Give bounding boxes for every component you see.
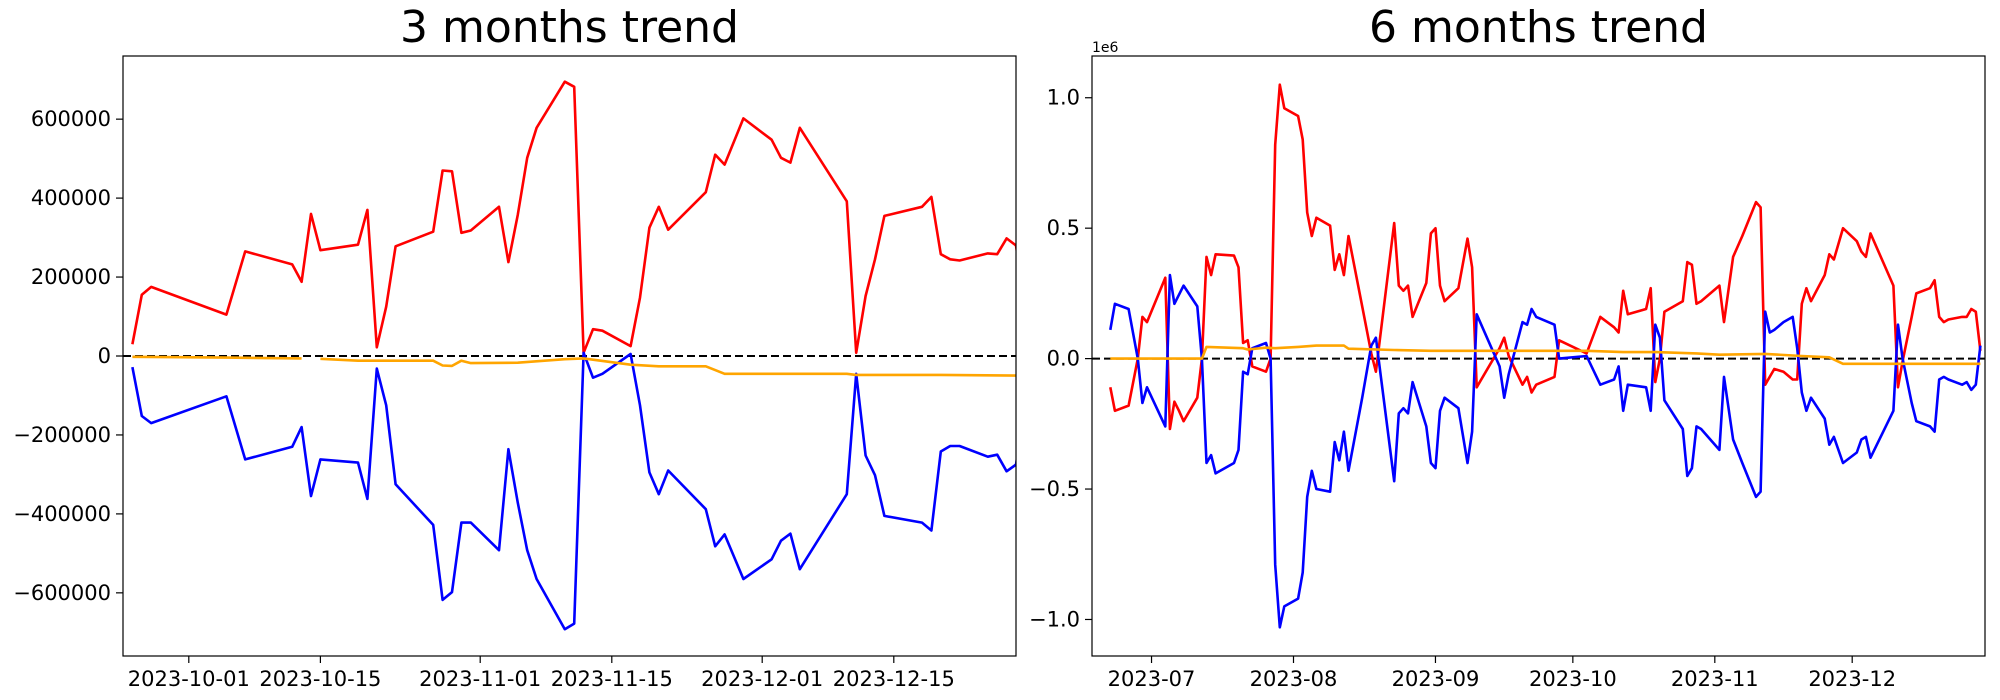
chart-1-y-tick-label: −600000 bbox=[13, 581, 111, 605]
chart-2-x-tick-label: 2023-09 bbox=[1392, 667, 1480, 691]
chart-2-axes-frame bbox=[1091, 55, 1986, 657]
chart-1-x-tick-label: 2023-12-01 bbox=[701, 667, 823, 691]
chart-2-y-offset-label: 1e6 bbox=[1092, 40, 1119, 56]
chart-1: 3 months trend 2023-10-01 2023-10-15 2023-1… bbox=[13, 2, 1017, 691]
chart-2-x-tick-label: 2023-11 bbox=[1671, 667, 1759, 691]
chart-1-series-net bbox=[132, 355, 1016, 377]
chart-2-y-tick-label: 0.0 bbox=[1047, 347, 1080, 371]
chart-2-x-tick-label: 2023-08 bbox=[1250, 667, 1338, 691]
chart-2-y-tick-label: 1.0 bbox=[1047, 86, 1080, 110]
chart-1-x-tick-label: 2023-11-01 bbox=[419, 667, 541, 691]
chart-1-y-tick-label: −200000 bbox=[13, 423, 111, 447]
chart-2-y-tick-label: −1.0 bbox=[1029, 607, 1080, 631]
chart-1-plot-area bbox=[123, 80, 1016, 631]
chart-2-series-negative bbox=[1109, 273, 1982, 629]
chart-2-title: 6 months trend bbox=[1369, 2, 1708, 53]
chart-1-x-tick-label: 2023-10-01 bbox=[128, 667, 250, 691]
chart-1-y-tick-label: 400000 bbox=[31, 186, 111, 210]
chart-1-x-tick-label: 2023-11-15 bbox=[551, 667, 673, 691]
chart-1-x-tick-label: 2023-10-15 bbox=[259, 667, 381, 691]
chart-1-x-tick-label: 2023-12-15 bbox=[833, 667, 955, 691]
chart-1-y-tick-label: 0 bbox=[98, 344, 111, 368]
chart-1-y-tick-label: 600000 bbox=[31, 107, 111, 131]
chart-1-y-tick-label: −400000 bbox=[13, 502, 111, 526]
chart-2-plot-area bbox=[1092, 83, 1985, 629]
chart-2-x-tick-label: 2023-07 bbox=[1108, 667, 1196, 691]
chart-2-series-net bbox=[1110, 344, 1981, 366]
chart-1-title: 3 months trend bbox=[400, 2, 739, 53]
chart-2-series-positive bbox=[1109, 83, 1982, 431]
chart-1-series-negative bbox=[131, 351, 1016, 631]
chart-1-y-tick-label: 200000 bbox=[31, 265, 111, 289]
chart-2-y-tick-label: −0.5 bbox=[1029, 477, 1080, 501]
chart-2-y-tick-label: 0.5 bbox=[1047, 216, 1080, 240]
chart-2-x-tick-label: 2023-10 bbox=[1529, 667, 1617, 691]
chart-2-x-tick-label: 2023-12 bbox=[1808, 667, 1896, 691]
chart-2: 6 months trend 2023-07 2023-08 2023-09 2023-… bbox=[1029, 2, 1986, 691]
chart-1-series-positive bbox=[131, 80, 1016, 355]
